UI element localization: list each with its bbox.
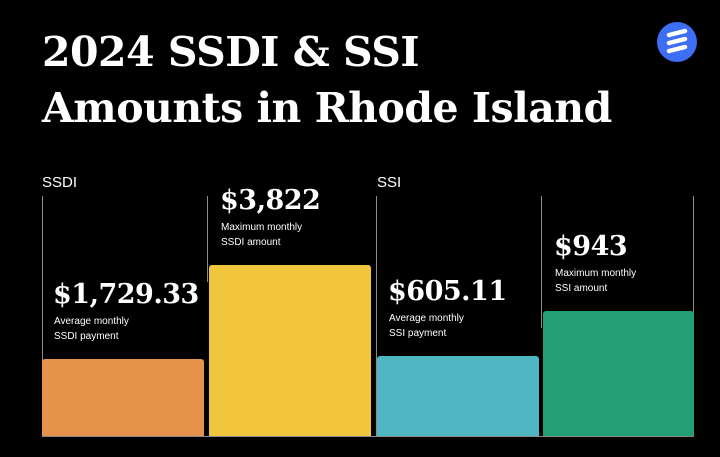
ssi-left-divider: [376, 196, 377, 437]
group-label-ssdi: SSDI: [42, 174, 78, 191]
bar-ssi-average: [377, 356, 539, 436]
group-label-ssi: SSI: [377, 174, 402, 191]
data-label-ssi-average-value: $605.11: [388, 276, 507, 307]
chart-title-line-1: 2024 SSDI & SSI: [42, 28, 419, 76]
bar-ssdi-maximum: [209, 265, 371, 436]
ssdi-left-divider: [42, 196, 43, 437]
bar-ssi-maximum: [543, 311, 694, 436]
chart-baseline: [42, 436, 694, 437]
chart-title: 2024 SSDI & SSI Amounts in Rhode Island: [42, 24, 612, 136]
data-label-ssi-maximum-desc: Maximum monthly SSI amount: [555, 266, 695, 296]
desc-line: SSDI amount: [221, 237, 281, 248]
desc-line: Average monthly: [389, 313, 464, 324]
desc-line: Average monthly: [54, 316, 129, 327]
desc-line: SSI payment: [389, 328, 447, 339]
ssdi-inner-divider: [207, 196, 208, 282]
desc-line: SSI amount: [555, 283, 608, 294]
bar-ssdi-average: [42, 359, 204, 436]
chart-title-line-2: Amounts in Rhode Island: [42, 84, 612, 132]
data-label-ssi-average-desc: Average monthly SSI payment: [389, 311, 529, 341]
desc-line: SSDI payment: [54, 331, 119, 342]
stacked-lines-logo-icon: [657, 22, 697, 62]
data-label-ssdi-maximum-desc: Maximum monthly SSDI amount: [221, 220, 361, 250]
desc-line: Maximum monthly: [555, 268, 637, 279]
data-label-ssdi-maximum-value: $3,822: [220, 185, 321, 216]
data-label-ssdi-average-value: $1,729.33: [53, 279, 199, 310]
data-label-ssi-maximum-value: $943: [554, 231, 628, 262]
data-label-ssdi-average-desc: Average monthly SSDI payment: [54, 314, 194, 344]
ssi-inner-divider: [541, 196, 542, 328]
desc-line: Maximum monthly: [221, 222, 303, 233]
